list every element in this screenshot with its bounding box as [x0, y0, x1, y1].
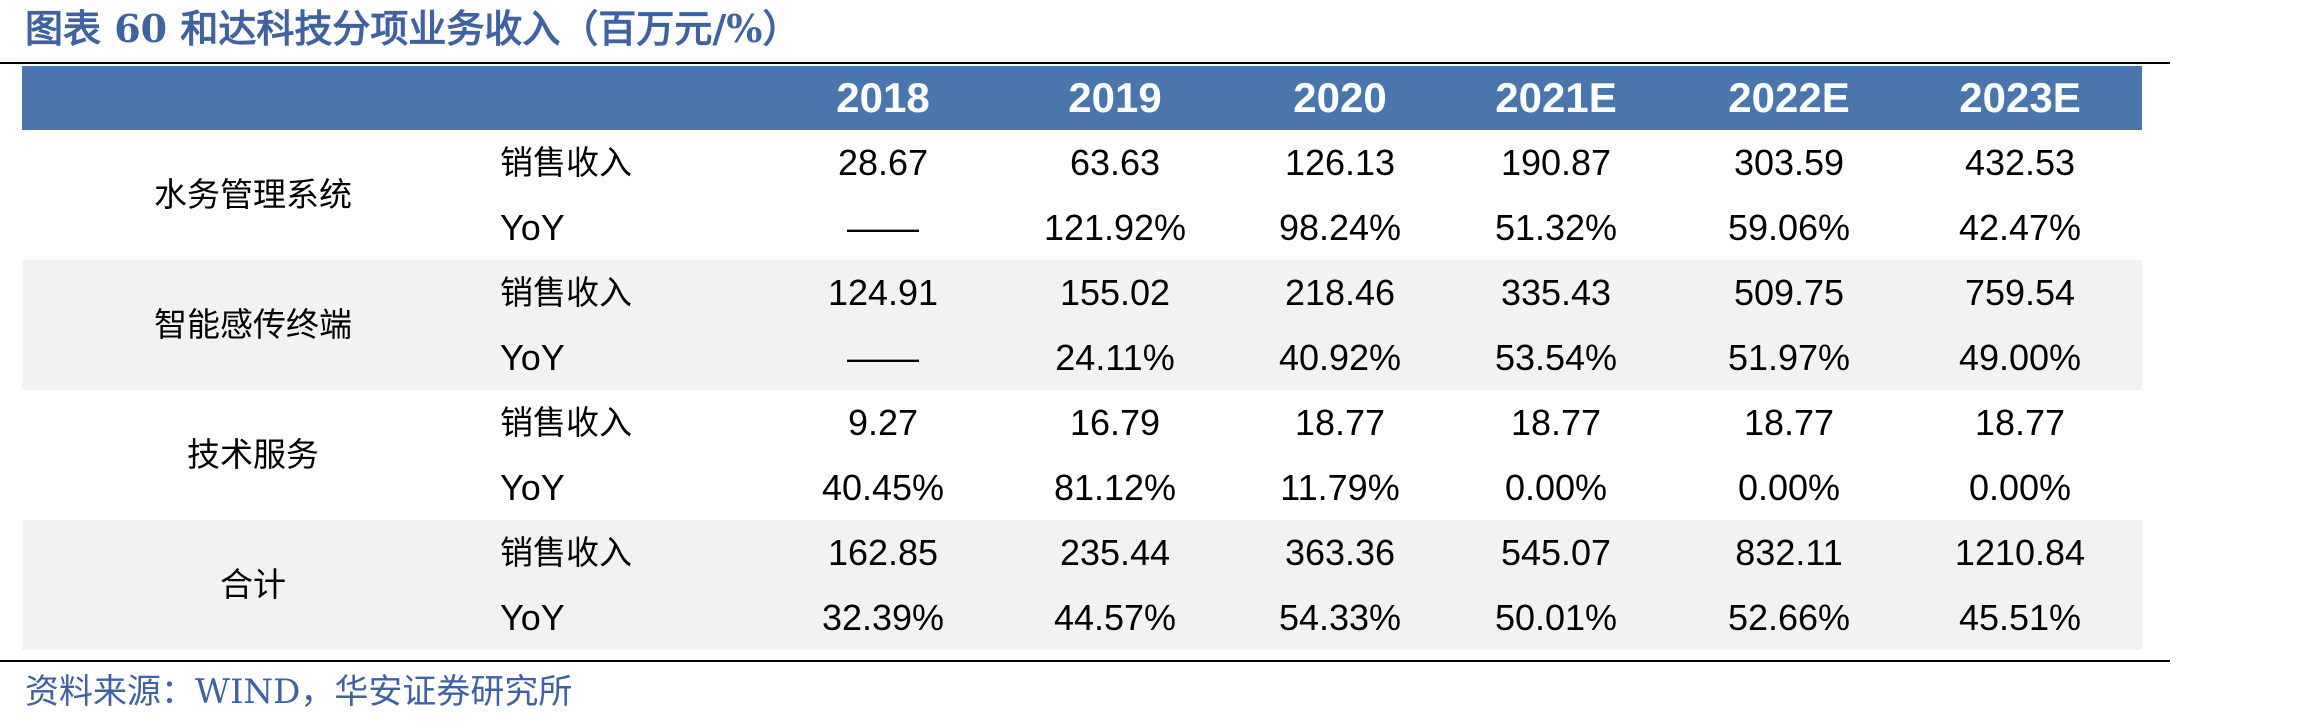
table-cell: 509.75 [1733, 272, 1845, 313]
table-cell: 545.07 [1500, 532, 1612, 573]
column-header-2021e: 2021E [1495, 74, 1617, 121]
table-cell: 40.92% [1278, 337, 1402, 378]
table-cell: 63.63 [1069, 142, 1161, 183]
table-cell: 759.54 [1964, 272, 2076, 313]
table-cell: 218.46 [1284, 272, 1396, 313]
table-cell: 40.45% [821, 467, 945, 508]
column-header-2022e: 2022E [1728, 74, 1850, 121]
table-cell: 11.79% [1280, 467, 1400, 508]
group-label: 水务管理系统 [154, 175, 352, 214]
table-cell: 124.91 [827, 272, 939, 313]
table-cell: 121.92% [1043, 207, 1187, 248]
group-label: 智能感传终端 [154, 305, 352, 344]
figure-title: 图表 60 和达科技分项业务收入（百万元/%） [25, 6, 801, 51]
table-cell: —— [847, 207, 919, 248]
table-cell: 42.47% [1958, 207, 2082, 248]
table-cell: 190.87 [1500, 142, 1612, 183]
table-cell: 52.66% [1727, 597, 1851, 638]
table-cell: 32.39% [821, 597, 945, 638]
table-cell: 162.85 [827, 532, 939, 573]
metric-label: 销售收入 [500, 533, 632, 572]
table-cell: 303.59 [1733, 142, 1845, 183]
table-cell: 24.11% [1055, 337, 1175, 378]
table-cell: 45.51% [1958, 597, 2082, 638]
table-cell: 1210.84 [1954, 532, 2086, 573]
metric-label: 销售收入 [500, 143, 632, 182]
table-cell: 18.77 [1510, 402, 1602, 443]
table-cell: 53.54% [1494, 337, 1618, 378]
group-label: 技术服务 [187, 435, 319, 474]
group-label: 合计 [220, 565, 286, 604]
table-cell: 50.01% [1494, 597, 1618, 638]
table-bottom-rule [0, 660, 2170, 662]
metric-label: 销售收入 [500, 273, 632, 312]
table-cell: 9.27 [847, 402, 919, 443]
column-header-2023e: 2023E [1959, 74, 2081, 121]
table-cell: 44.57% [1053, 597, 1177, 638]
table-cell: 81.12% [1053, 467, 1177, 508]
table-cell: 832.11 [1735, 532, 1843, 573]
table-cell: 51.97% [1727, 337, 1851, 378]
table-cell: 51.32% [1494, 207, 1618, 248]
metric-label: 销售收入 [500, 403, 632, 442]
table-cell: 18.77 [1743, 402, 1835, 443]
table-cell: 28.67 [837, 142, 929, 183]
metric-label: YoY [500, 467, 565, 508]
metric-label: YoY [500, 597, 565, 638]
metric-label: YoY [500, 207, 565, 248]
table-cell: 126.13 [1284, 142, 1396, 183]
column-header-2018: 2018 [836, 74, 930, 121]
table-cell: 59.06% [1727, 207, 1851, 248]
table-cell: 0.00% [1737, 467, 1841, 508]
table-cell: 16.79 [1069, 402, 1161, 443]
table-cell: 18.77 [1294, 402, 1386, 443]
group-band [22, 520, 2142, 650]
table-cell: —— [847, 337, 919, 378]
table-cell: 432.53 [1964, 142, 2076, 183]
table-cell: 235.44 [1059, 532, 1171, 573]
table-cell: 0.00% [1968, 467, 2072, 508]
source-note: 资料来源：WIND，华安证券研究所 [25, 672, 573, 712]
column-header-2020: 2020 [1293, 74, 1387, 121]
table-cell: 49.00% [1958, 337, 2082, 378]
table-top-rule [0, 62, 2170, 64]
table-cell: 0.00% [1504, 467, 1608, 508]
table-header-band [22, 66, 2142, 130]
column-header-2019: 2019 [1068, 74, 1162, 121]
table-cell: 54.33% [1278, 597, 1402, 638]
table-cell: 363.36 [1284, 532, 1396, 573]
group-band [22, 260, 2142, 390]
table-cell: 18.77 [1974, 402, 2066, 443]
table-cell: 98.24% [1278, 207, 1402, 248]
table-cell: 155.02 [1059, 272, 1171, 313]
table-cell: 335.43 [1500, 272, 1612, 313]
metric-label: YoY [500, 337, 565, 378]
